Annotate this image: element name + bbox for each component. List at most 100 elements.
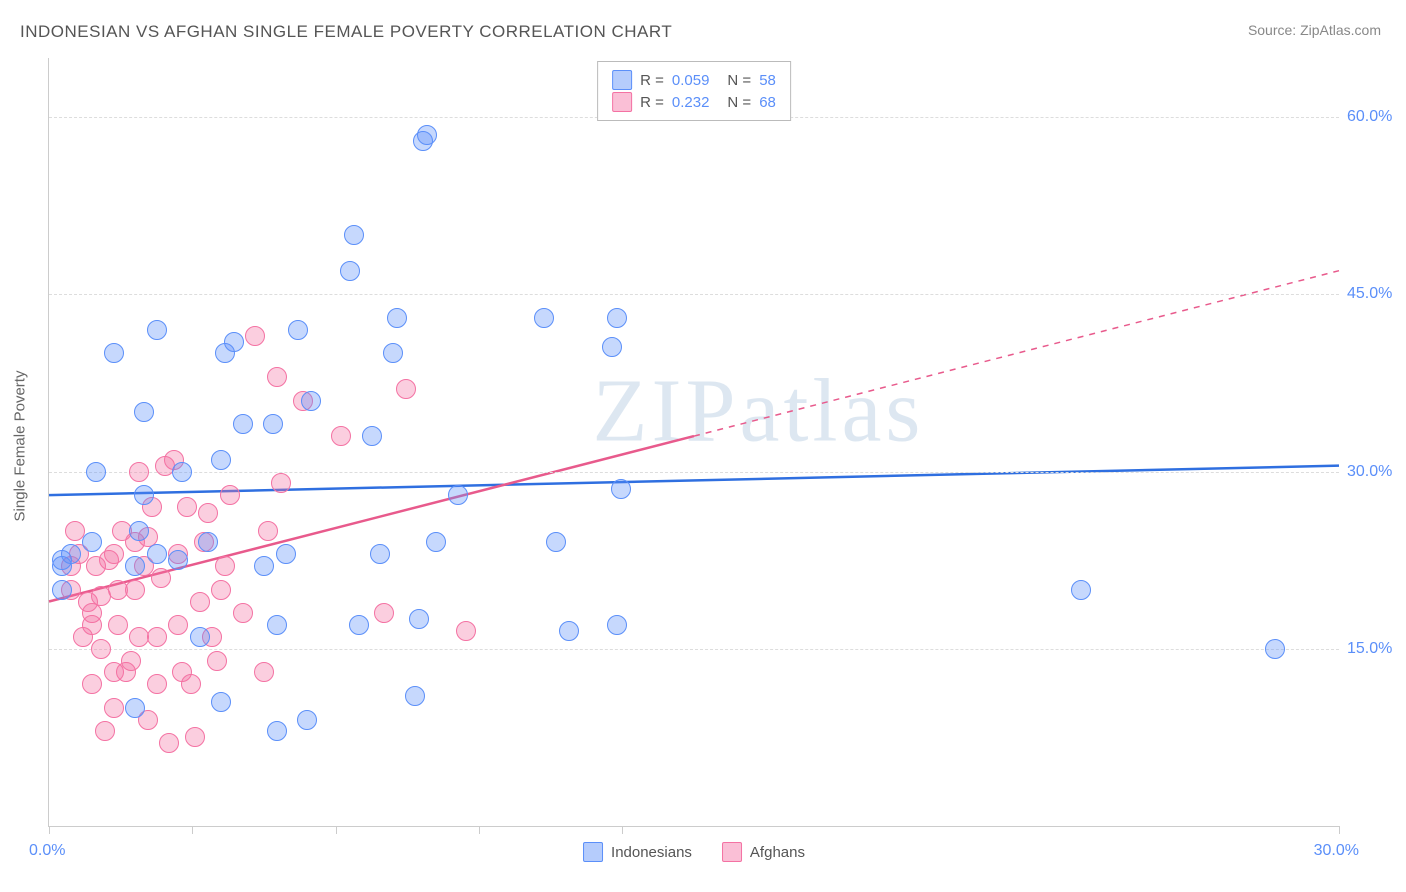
chart-title: INDONESIAN VS AFGHAN SINGLE FEMALE POVER… <box>20 22 672 42</box>
legend-label-afghans: Afghans <box>750 844 805 861</box>
x-tick <box>1339 826 1340 834</box>
scatter-point-afghan <box>190 592 210 612</box>
scatter-point-indonesian <box>168 550 188 570</box>
scatter-point-indonesian <box>190 627 210 647</box>
scatter-point-indonesian <box>1071 580 1091 600</box>
plot-area: ZIPatlas R = 0.059 N = 58 R = 0.232 N = … <box>48 58 1339 827</box>
scatter-point-indonesian <box>52 580 72 600</box>
scatter-point-afghan <box>151 568 171 588</box>
scatter-point-afghan <box>95 721 115 741</box>
scatter-point-indonesian <box>288 320 308 340</box>
scatter-point-indonesian <box>104 343 124 363</box>
source-link[interactable]: ZipAtlas.com <box>1300 22 1381 38</box>
watermark: ZIPatlas <box>593 360 925 463</box>
scatter-point-indonesian <box>61 544 81 564</box>
source-prefix: Source: <box>1248 22 1300 38</box>
scatter-point-afghan <box>159 733 179 753</box>
gridline <box>49 649 1339 650</box>
scatter-point-indonesian <box>607 308 627 328</box>
scatter-point-indonesian <box>211 450 231 470</box>
y-tick-label: 60.0% <box>1347 108 1406 126</box>
scatter-point-afghan <box>233 603 253 623</box>
scatter-point-indonesian <box>233 414 253 434</box>
scatter-point-indonesian <box>448 485 468 505</box>
scatter-point-afghan <box>331 426 351 446</box>
x-axis-label-max: 30.0% <box>1314 842 1359 860</box>
x-tick <box>49 826 50 834</box>
scatter-point-indonesian <box>134 485 154 505</box>
y-axis-label: Single Female Poverty <box>12 371 29 522</box>
scatter-point-indonesian <box>172 462 192 482</box>
scatter-point-afghan <box>104 698 124 718</box>
scatter-point-afghan <box>220 485 240 505</box>
scatter-point-indonesian <box>254 556 274 576</box>
scatter-point-indonesian <box>301 391 321 411</box>
scatter-point-indonesian <box>611 479 631 499</box>
legend-stats: R = 0.059 N = 58 R = 0.232 N = 68 <box>597 61 791 121</box>
scatter-point-indonesian <box>426 532 446 552</box>
scatter-point-indonesian <box>263 414 283 434</box>
x-tick <box>336 826 337 834</box>
source-attribution: Source: ZipAtlas.com <box>1248 22 1381 38</box>
scatter-point-afghan <box>125 580 145 600</box>
scatter-point-indonesian <box>546 532 566 552</box>
r-value-afghans: 0.232 <box>672 94 710 111</box>
scatter-point-afghan <box>207 651 227 671</box>
scatter-point-afghan <box>168 615 188 635</box>
scatter-point-afghan <box>104 544 124 564</box>
scatter-point-indonesian <box>129 521 149 541</box>
scatter-point-afghan <box>254 662 274 682</box>
legend-swatch-pink <box>612 92 632 112</box>
x-tick <box>192 826 193 834</box>
scatter-point-indonesian <box>1265 639 1285 659</box>
scatter-point-indonesian <box>267 615 287 635</box>
scatter-point-indonesian <box>276 544 296 564</box>
scatter-point-afghan <box>215 556 235 576</box>
scatter-point-indonesian <box>344 225 364 245</box>
scatter-point-indonesian <box>198 532 218 552</box>
scatter-point-indonesian <box>224 332 244 352</box>
legend-series: Indonesians Afghans <box>583 842 805 862</box>
scatter-point-indonesian <box>405 686 425 706</box>
scatter-point-indonesian <box>125 698 145 718</box>
scatter-point-afghan <box>456 621 476 641</box>
scatter-point-afghan <box>271 473 291 493</box>
scatter-point-afghan <box>108 615 128 635</box>
scatter-point-indonesian <box>387 308 407 328</box>
gridline <box>49 472 1339 473</box>
scatter-point-indonesian <box>607 615 627 635</box>
scatter-point-indonesian <box>134 402 154 422</box>
scatter-point-afghan <box>121 651 141 671</box>
scatter-point-afghan <box>211 580 231 600</box>
n-value-afghans: 68 <box>759 94 776 111</box>
scatter-point-afghan <box>147 627 167 647</box>
scatter-point-afghan <box>181 674 201 694</box>
legend-stats-row-afghans: R = 0.232 N = 68 <box>612 92 776 112</box>
scatter-point-afghan <box>129 462 149 482</box>
legend-swatch-blue-icon <box>583 842 603 862</box>
scatter-point-afghan <box>82 674 102 694</box>
scatter-point-indonesian <box>349 615 369 635</box>
scatter-point-afghan <box>267 367 287 387</box>
scatter-point-indonesian <box>86 462 106 482</box>
scatter-point-afghan <box>374 603 394 623</box>
scatter-point-afghan <box>177 497 197 517</box>
scatter-point-indonesian <box>147 320 167 340</box>
legend-stats-row-indonesians: R = 0.059 N = 58 <box>612 70 776 90</box>
x-tick <box>622 826 623 834</box>
x-tick <box>479 826 480 834</box>
scatter-point-indonesian <box>602 337 622 357</box>
scatter-point-indonesian <box>370 544 390 564</box>
n-value-indonesians: 58 <box>759 72 776 89</box>
gridline <box>49 294 1339 295</box>
scatter-point-indonesian <box>409 609 429 629</box>
scatter-point-indonesian <box>559 621 579 641</box>
scatter-point-indonesian <box>362 426 382 446</box>
scatter-point-afghan <box>198 503 218 523</box>
x-axis-label-min: 0.0% <box>29 842 65 860</box>
legend-item-afghans: Afghans <box>722 842 805 862</box>
scatter-point-indonesian <box>297 710 317 730</box>
scatter-point-afghan <box>396 379 416 399</box>
y-tick-label: 45.0% <box>1347 285 1406 303</box>
r-value-indonesians: 0.059 <box>672 72 710 89</box>
